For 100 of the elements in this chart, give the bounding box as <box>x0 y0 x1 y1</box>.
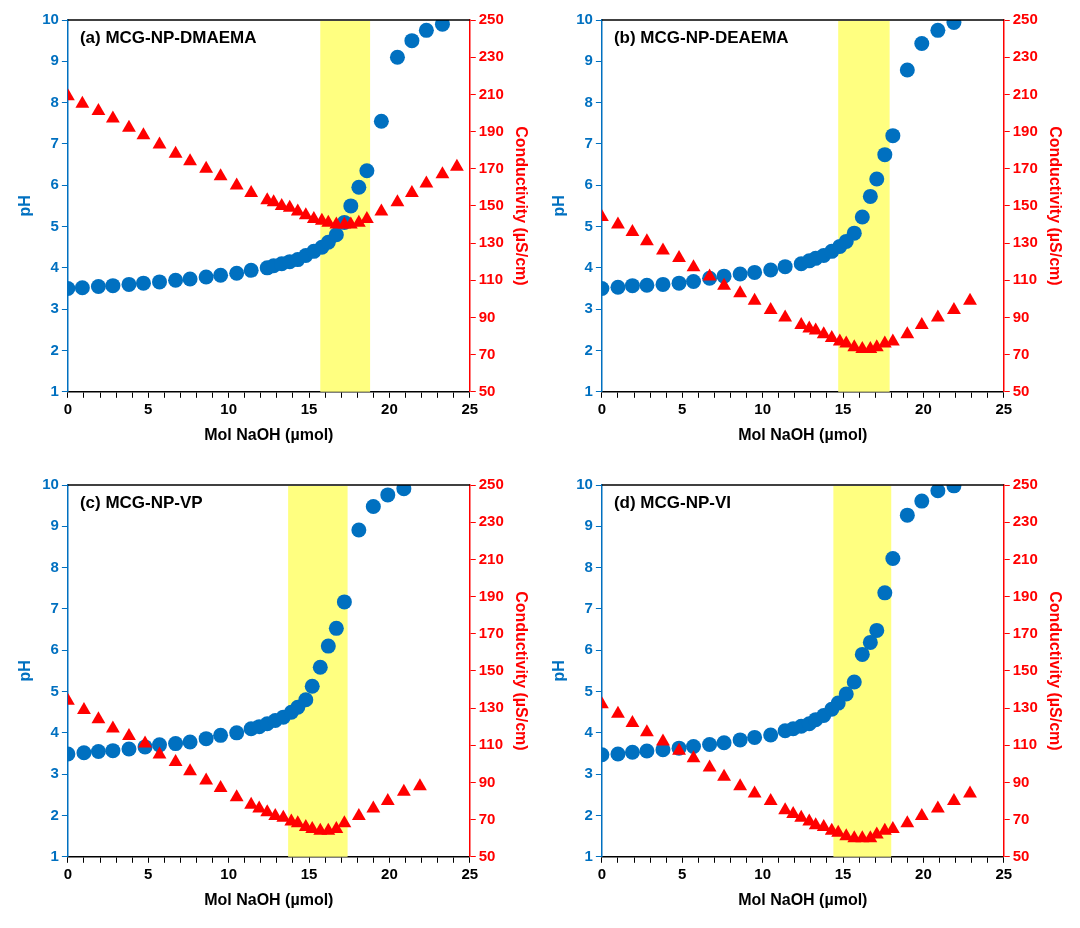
text: (a) MCG-NP-DMAEMA <box>79 28 257 48</box>
y2-tick-label: 230 <box>478 47 504 65</box>
point <box>298 207 313 220</box>
point <box>312 659 328 675</box>
point <box>282 199 297 212</box>
y2-tick-label: 190 <box>478 586 504 604</box>
y-tick-label: 4 <box>50 258 60 276</box>
point <box>611 705 625 718</box>
y2-tick-label: 50 <box>1012 381 1030 399</box>
y-tick-label: 2 <box>50 340 59 358</box>
point <box>373 113 389 129</box>
y2-tick-label: 70 <box>478 809 496 827</box>
y-tick-label: 5 <box>50 681 59 699</box>
y-tick-label: 4 <box>584 723 594 741</box>
point <box>351 522 367 538</box>
y-tick-label: 3 <box>584 764 593 782</box>
y-tick-label: 1 <box>50 846 59 864</box>
y2-tick-label: 170 <box>1012 623 1038 641</box>
point <box>625 223 640 236</box>
x-tick-label: 10 <box>220 399 237 417</box>
point <box>838 686 854 702</box>
y-axis-title: pH <box>16 660 34 682</box>
point <box>374 203 389 216</box>
y2-tick-label: 130 <box>478 698 504 716</box>
point <box>229 725 245 741</box>
point <box>914 36 930 52</box>
y2-tick-label: 110 <box>478 270 503 288</box>
point <box>359 163 375 179</box>
y2-axis-title: Conductivity (µS/cm) <box>512 126 530 286</box>
y-tick-label: 10 <box>42 10 59 28</box>
point <box>869 171 885 187</box>
y2-tick-label: 130 <box>1012 698 1038 716</box>
point <box>229 789 244 802</box>
y-tick-label: 6 <box>50 640 59 658</box>
point <box>686 259 701 272</box>
y-tick-label: 3 <box>584 299 593 317</box>
point <box>716 735 732 751</box>
text: (b) MCG-NP-DEAEMA <box>613 28 789 48</box>
point <box>266 194 281 207</box>
point <box>75 95 90 108</box>
point <box>900 326 915 339</box>
y-axis-title: pH <box>16 195 34 217</box>
point <box>885 551 901 567</box>
y-tick-label: 6 <box>584 175 593 193</box>
y2-tick-label: 130 <box>478 233 504 251</box>
x-axis-title: Mol NaOH (µmol) <box>204 890 334 908</box>
y-tick-label: 9 <box>584 516 593 534</box>
point <box>930 485 946 499</box>
x-tick-label: 25 <box>461 864 479 882</box>
y-tick-label: 8 <box>584 557 593 575</box>
x-tick-label: 10 <box>754 399 771 417</box>
point <box>198 731 214 747</box>
point <box>229 265 245 281</box>
y-tick-label: 5 <box>584 681 593 699</box>
y2-tick-label: 250 <box>478 475 504 493</box>
y2-tick-label: 130 <box>1012 233 1038 251</box>
y-tick-label: 3 <box>50 299 59 317</box>
point <box>610 746 626 762</box>
point <box>732 266 748 282</box>
y2-tick-label: 50 <box>1012 846 1030 864</box>
point <box>686 739 702 754</box>
point <box>854 209 870 225</box>
y2-tick-label: 230 <box>1012 47 1038 65</box>
point <box>862 188 878 204</box>
point <box>404 33 420 49</box>
point <box>244 796 259 809</box>
point <box>413 778 427 791</box>
y2-tick-label: 110 <box>478 735 503 753</box>
point <box>877 147 893 163</box>
point <box>877 585 893 601</box>
point <box>777 259 793 275</box>
x-tick-label: 15 <box>834 399 852 417</box>
x-tick-label: 5 <box>144 399 153 417</box>
point <box>672 249 686 262</box>
point <box>229 177 244 190</box>
point <box>947 793 961 806</box>
point <box>963 292 977 305</box>
point <box>747 292 762 305</box>
point <box>747 785 762 798</box>
x-tick-label: 20 <box>381 864 398 882</box>
point <box>152 136 167 149</box>
y-tick-label: 8 <box>50 92 59 110</box>
point <box>435 166 450 179</box>
point <box>624 278 640 294</box>
point <box>747 264 763 280</box>
x-tick-label: 0 <box>63 864 73 882</box>
point <box>702 736 718 752</box>
point <box>418 22 434 38</box>
y-tick-label: 7 <box>50 599 59 617</box>
y2-axis-title: Conductivity (µS/cm) <box>1046 591 1064 751</box>
x-tick-label: 15 <box>300 864 318 882</box>
point <box>831 824 846 837</box>
y2-tick-label: 170 <box>1012 158 1038 176</box>
point <box>152 274 168 290</box>
x-tick-label: 25 <box>995 399 1013 417</box>
y2-tick-label: 250 <box>1012 475 1038 493</box>
point <box>182 734 198 750</box>
y2-tick-label: 110 <box>1012 270 1037 288</box>
point <box>74 280 90 296</box>
point <box>260 804 275 817</box>
